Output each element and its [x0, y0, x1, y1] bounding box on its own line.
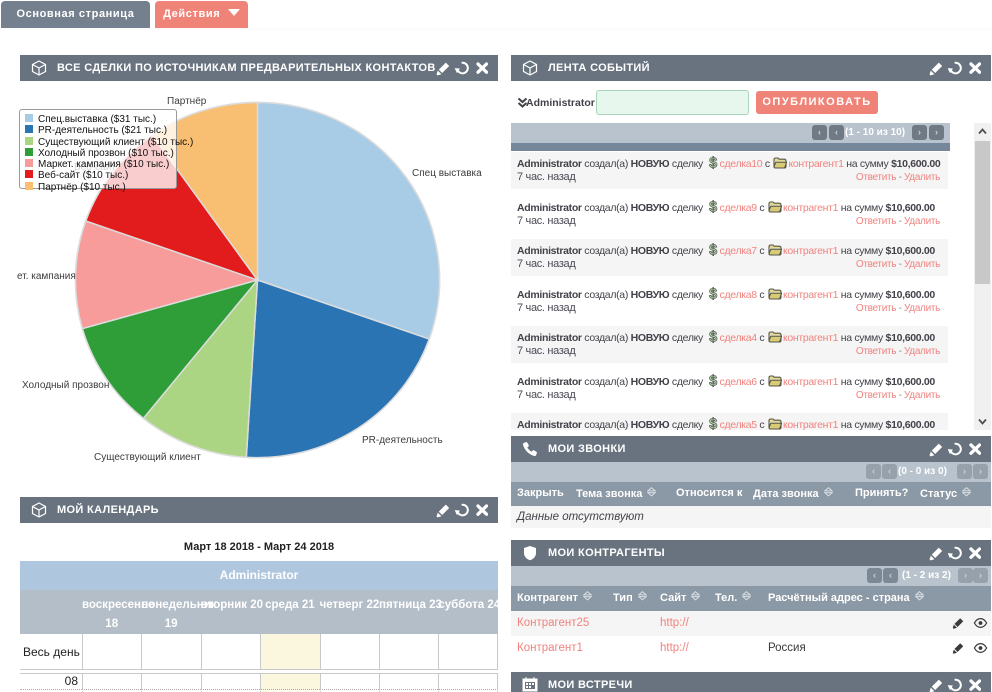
svg-text:$: $ [709, 330, 717, 343]
svg-text:$: $ [709, 243, 717, 256]
svg-text:$: $ [709, 417, 717, 430]
svg-text:$: $ [709, 200, 717, 213]
svg-text:$: $ [709, 374, 717, 387]
svg-text:$: $ [709, 156, 717, 169]
svg-text:$: $ [709, 287, 717, 300]
